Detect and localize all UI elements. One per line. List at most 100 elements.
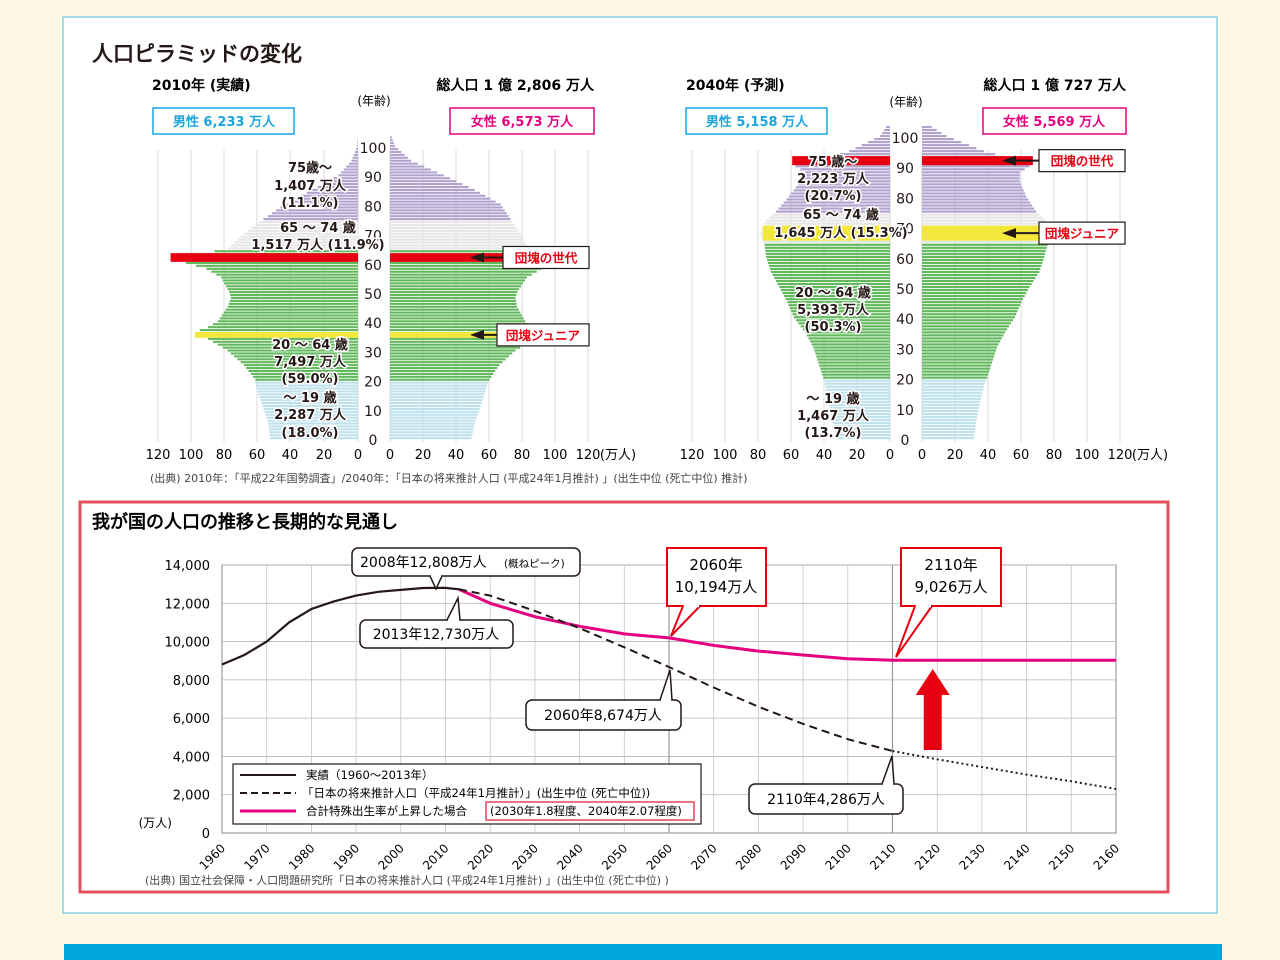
label-75-plus: 75歳～	[288, 160, 332, 176]
callout-arrow-head	[1002, 228, 1016, 239]
callout-arrow-head	[470, 252, 484, 263]
female-age-bar	[390, 343, 525, 346]
pyramid-2010-male-label: 男性 6,233 万人	[173, 114, 276, 130]
male-age-bar	[258, 393, 358, 396]
female-age-bar	[922, 219, 1046, 222]
peak-callout-box	[351, 547, 581, 577]
male-age-bar	[823, 376, 890, 379]
male-age-bar	[835, 153, 890, 156]
male-age-bar	[357, 142, 358, 145]
p2110-callout-value: 9,026万人	[915, 578, 988, 596]
label-0-19: 2,287 万人	[274, 407, 347, 423]
label-75-plus: 2,223 万人	[797, 171, 870, 187]
x-tick-label-female: 40	[980, 448, 997, 463]
female-age-bar	[390, 367, 498, 370]
y-tick-label: 10,000	[165, 636, 211, 651]
male-age-bar	[240, 361, 358, 364]
female-age-bar	[390, 183, 463, 186]
female-age-bar	[390, 139, 393, 142]
female-age-bar	[390, 162, 418, 165]
female-age-bar	[390, 296, 516, 300]
male-age-bar	[227, 349, 358, 352]
callout-label: 団塊の世代	[515, 251, 578, 266]
line-chart-title: 我が国の人口の推移と長期的な見通し	[92, 511, 398, 533]
male-age-bar	[312, 188, 358, 191]
label-20-64: (59.0%)	[282, 372, 339, 387]
female-age-bar	[922, 267, 1041, 271]
female-age-bar	[922, 382, 985, 385]
male-age-bar	[783, 201, 890, 204]
male-age-bar	[219, 317, 358, 320]
female-age-bar	[390, 299, 517, 302]
male-age-bar	[803, 174, 890, 177]
female-age-bar	[390, 402, 482, 405]
male-age-bar	[811, 343, 890, 346]
female-age-bar	[390, 215, 509, 218]
male-age-bar	[795, 165, 890, 168]
female-age-bar	[922, 295, 1025, 298]
d2060-callout-pointer	[659, 669, 673, 701]
male-age-bar	[825, 382, 890, 385]
male-age-bar	[764, 222, 890, 225]
x-tick-label-female: 80	[1046, 448, 1063, 463]
male-age-bar	[793, 189, 890, 192]
pyramid-2040-female-label: 女性 5,569 万人	[1003, 114, 1106, 130]
female-age-bar	[922, 153, 996, 156]
female-age-bar	[390, 276, 527, 279]
female-age-bar	[922, 370, 990, 373]
female-age-bar	[922, 195, 1027, 198]
male-age-bar	[787, 301, 890, 304]
male-age-bar	[260, 399, 358, 402]
male-age-bar	[826, 388, 890, 391]
cohort-band-female	[922, 156, 1033, 166]
male-age-bar	[762, 240, 890, 243]
female-age-bar	[390, 244, 527, 247]
male-age-bar	[234, 241, 358, 244]
label-20-64: 5,393 万人	[797, 302, 870, 318]
label-0-19: ～ 19 歳	[283, 390, 336, 406]
female-age-bar	[922, 279, 1034, 283]
female-age-bar	[922, 421, 976, 425]
female-age-bar	[922, 255, 1045, 258]
male-age-bar	[212, 340, 358, 343]
female-age-bar	[922, 222, 1048, 225]
cohort-band-female	[390, 331, 547, 338]
male-age-bar	[874, 138, 890, 141]
male-age-bar	[301, 194, 358, 197]
female-age-bar	[390, 235, 523, 238]
male-age-bar	[849, 150, 890, 153]
male-age-bar	[246, 367, 358, 370]
male-age-bar	[267, 419, 358, 422]
male-age-bar	[805, 331, 890, 334]
female-age-bar	[922, 168, 1025, 171]
female-age-bar	[922, 313, 1017, 316]
age-tick-label: 30	[896, 342, 914, 358]
female-age-bar	[922, 337, 1002, 340]
female-age-bar	[390, 431, 473, 434]
female-age-bar	[390, 232, 521, 235]
female-age-bar	[922, 138, 954, 141]
x-tick-label-female: 20	[415, 448, 432, 463]
age-tick-label: 0	[901, 433, 910, 449]
female-age-bar	[390, 241, 526, 244]
pyramid-2040-year-label: 2040年 (予測)	[686, 77, 785, 94]
female-age-bar	[390, 422, 475, 425]
female-age-bar	[922, 367, 991, 370]
female-age-bar	[922, 352, 996, 355]
female-age-bar	[922, 298, 1024, 301]
male-age-bar	[775, 210, 890, 213]
female-age-bar	[390, 218, 511, 221]
age-tick-label: 0	[369, 433, 378, 449]
male-age-bar	[333, 177, 358, 180]
male-age-bar	[234, 355, 358, 358]
male-age-bar	[268, 425, 358, 428]
male-age-bar	[778, 207, 890, 210]
female-age-bar	[390, 434, 473, 437]
label-65-74: 1,645 万人 (15.3%)	[774, 225, 907, 241]
male-age-bar	[212, 323, 358, 326]
female-age-bar	[390, 291, 518, 294]
age-tick-label: 10	[896, 403, 914, 419]
callout-label: 団塊ジュニア	[1045, 226, 1119, 241]
age-tick-label: 90	[364, 170, 382, 186]
